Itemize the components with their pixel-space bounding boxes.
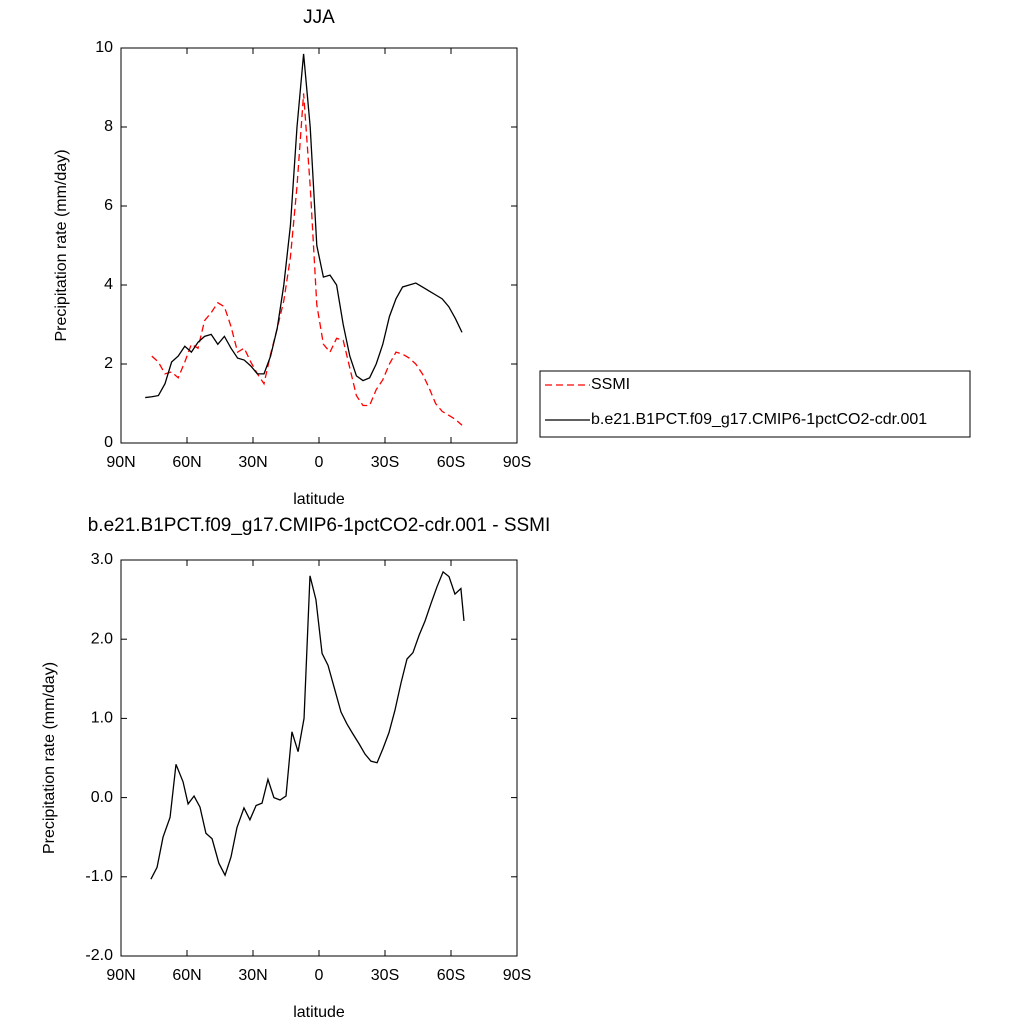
x-axis-label: latitude: [293, 491, 345, 508]
data-line: [151, 93, 463, 426]
x-tick-label: 90N: [106, 967, 135, 984]
x-tick-label: 30N: [238, 967, 267, 984]
x-axis-label: latitude: [293, 1004, 345, 1021]
y-tick-label: 8: [104, 118, 113, 135]
y-tick-label: 3.0: [91, 551, 113, 568]
y-tick-label: 0.0: [91, 789, 113, 806]
data-line: [145, 53, 463, 399]
x-tick-label: 90N: [106, 454, 135, 471]
x-tick-label: 60S: [437, 967, 465, 984]
y-axis-label: Precipitation rate (mm/day): [53, 149, 70, 341]
chart-title: b.e21.B1PCT.f09_g17.CMIP6-1pctCO2-cdr.00…: [88, 515, 551, 536]
plot-frame: [120, 559, 518, 957]
x-tick-label: 60N: [172, 967, 201, 984]
x-tick-label: 30S: [371, 454, 399, 471]
legend-box: [539, 370, 971, 438]
x-tick-label: 0: [315, 967, 324, 984]
y-tick-label: 10: [95, 39, 113, 56]
y-axis-label: Precipitation rate (mm/day): [41, 662, 58, 854]
legend-label: SSMI: [591, 376, 630, 393]
x-tick-label: 0: [315, 454, 324, 471]
x-tick-label: 90S: [503, 454, 531, 471]
plot-frame: [120, 47, 518, 444]
y-tick-label: 2.0: [91, 630, 113, 647]
x-tick-label: 60S: [437, 454, 465, 471]
x-tick-label: 90S: [503, 967, 531, 984]
y-tick-label: 2: [104, 355, 113, 372]
x-tick-label: 30N: [238, 454, 267, 471]
x-tick-label: 30S: [371, 967, 399, 984]
y-tick-label: 1.0: [91, 710, 113, 727]
y-tick-label: -1.0: [85, 868, 113, 885]
data-line: [150, 570, 465, 880]
y-tick-label: 4: [104, 276, 113, 293]
chart-title: JJA: [303, 7, 335, 28]
y-tick-label: -2.0: [85, 947, 113, 964]
legend-label: b.e21.B1PCT.f09_g17.CMIP6-1pctCO2-cdr.00…: [591, 411, 927, 428]
x-tick-label: 60N: [172, 454, 201, 471]
y-tick-label: 0: [104, 434, 113, 451]
y-tick-label: 6: [104, 197, 113, 214]
